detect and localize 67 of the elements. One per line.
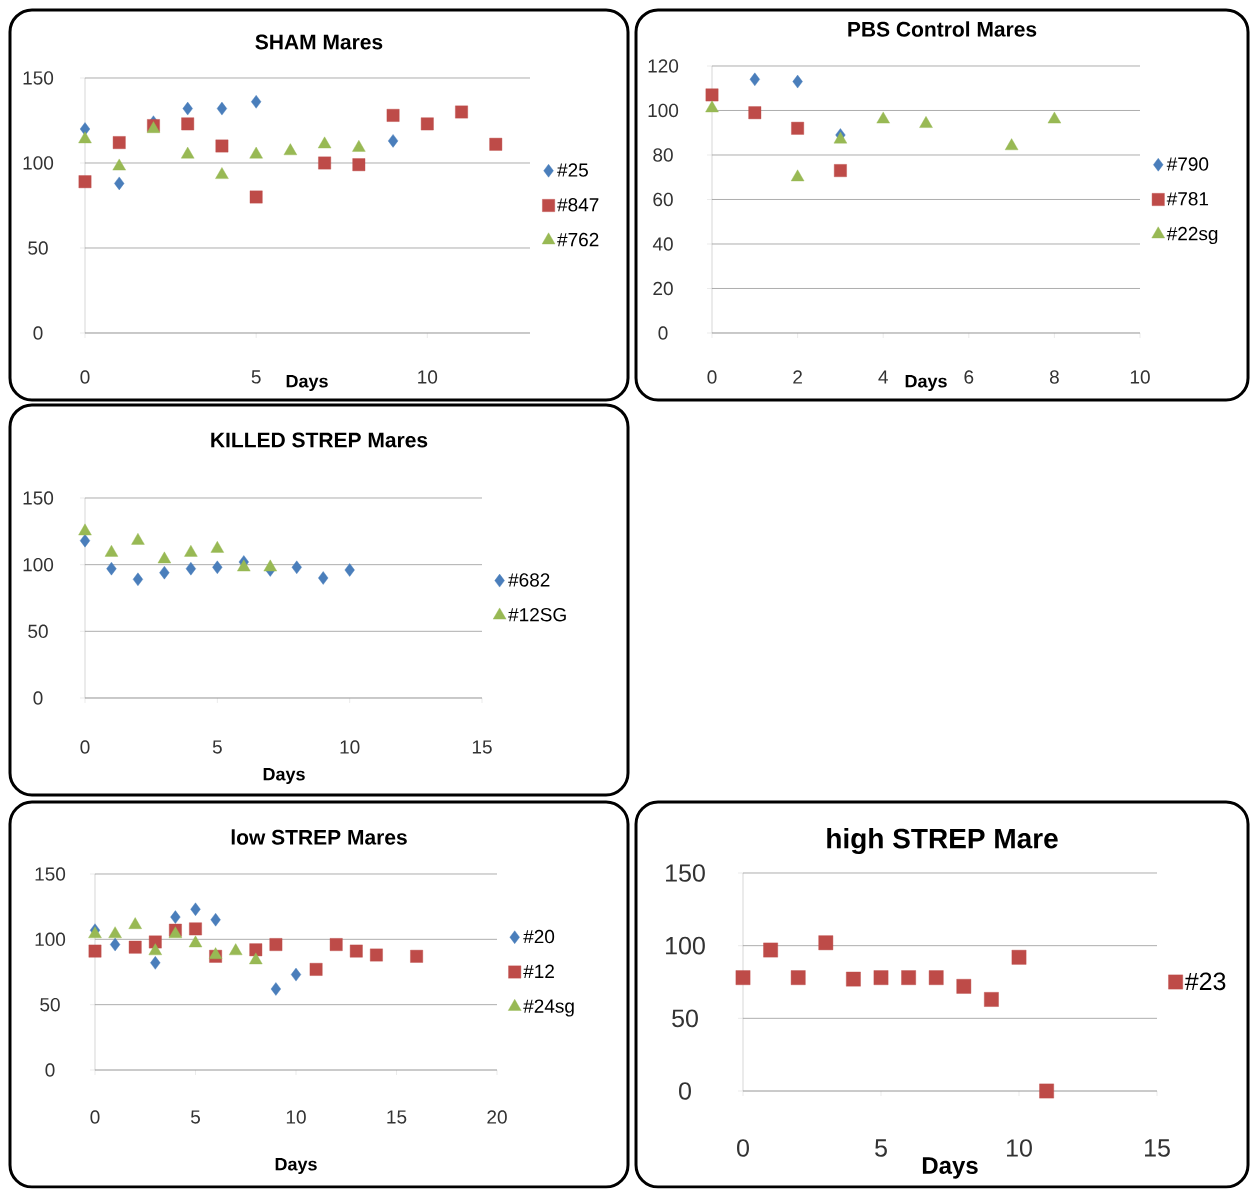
x-tick-label: 0	[80, 740, 90, 754]
legend-label: #682	[508, 573, 550, 587]
y-tick-label: 150	[666, 864, 705, 883]
y-tick-label: 0	[33, 326, 43, 340]
y-tick-label: 150	[23, 71, 54, 85]
x-tick-label: 0	[90, 1110, 100, 1124]
x-tick-label: 10	[1130, 370, 1150, 384]
x-tick-label: 2	[793, 370, 802, 384]
legend-label: #12SG	[508, 608, 566, 622]
chart-title: high STREP Mare	[827, 828, 1058, 855]
x-axis-title: Days	[922, 1157, 978, 1179]
y-tick-label: 100	[35, 932, 66, 947]
y-tick-label: 50	[28, 241, 48, 255]
x-axis-title: Days	[286, 375, 328, 392]
y-tick-label: 0	[658, 326, 668, 340]
y-tick-label: 0	[45, 1063, 55, 1077]
y-tick-label: 0	[33, 691, 43, 705]
y-tick-label: 0	[679, 1082, 691, 1101]
x-tick-label: 5	[190, 1110, 200, 1124]
x-tick-label: 20	[487, 1110, 507, 1124]
x-tick-label: 0	[707, 370, 717, 384]
y-tick-label: 50	[28, 624, 48, 639]
legend-label: #790	[1166, 157, 1209, 172]
y-tick-label: 100	[23, 156, 54, 170]
y-tick-label: 20	[653, 282, 673, 296]
x-tick-label: 15	[387, 1110, 407, 1124]
legend-label: #22sg	[1166, 227, 1218, 245]
x-tick-label: 10	[340, 740, 360, 754]
x-tick-label: 8	[1049, 370, 1059, 384]
legend-label: #762	[557, 233, 599, 247]
legend-label: #781	[1166, 192, 1209, 206]
y-tick-label: 100	[666, 937, 705, 955]
y-tick-label: 50	[40, 998, 60, 1012]
x-tick-label: 15	[1145, 1139, 1170, 1157]
legend-label: #12	[523, 964, 554, 979]
y-tick-label: 150	[35, 867, 66, 881]
x-tick-label: 10	[418, 370, 438, 384]
x-tick-label: 5	[875, 1139, 887, 1157]
legend-label: #24sg	[523, 999, 574, 1017]
chart-title: KILLED STREP Mares	[211, 432, 428, 448]
y-tick-label: 50	[672, 1009, 698, 1028]
chart-title: SHAM Mares	[255, 34, 383, 50]
x-tick-label: 10	[286, 1110, 306, 1124]
x-tick-label: 5	[212, 740, 222, 754]
x-axis-title: Days	[905, 375, 947, 392]
y-tick-label: 100	[648, 104, 679, 118]
x-tick-label: 6	[964, 370, 974, 384]
y-tick-label: 40	[652, 237, 673, 251]
x-tick-label: 0	[80, 370, 90, 384]
legend-label: #23	[1184, 972, 1226, 991]
legend-label: #847	[557, 198, 599, 212]
x-tick-label: 10	[1007, 1139, 1032, 1158]
y-tick-label: 80	[653, 148, 673, 162]
x-tick-label: 0	[737, 1139, 749, 1158]
chart-title: low STREP Mares	[231, 829, 407, 845]
x-tick-label: 15	[472, 740, 492, 754]
y-tick-label: 100	[23, 558, 54, 572]
y-tick-label: 60	[653, 193, 673, 207]
x-tick-label: 5	[251, 370, 261, 384]
y-tick-label: 150	[23, 491, 54, 505]
y-tick-label: 120	[648, 59, 679, 73]
x-tick-label: 4	[878, 370, 888, 384]
legend-label: #20	[523, 930, 555, 944]
legend-label: #25	[557, 163, 588, 178]
x-axis-title: Days	[275, 1158, 317, 1175]
chart-title: PBS Control Mares	[848, 21, 1037, 37]
x-axis-title: Days	[263, 768, 305, 785]
